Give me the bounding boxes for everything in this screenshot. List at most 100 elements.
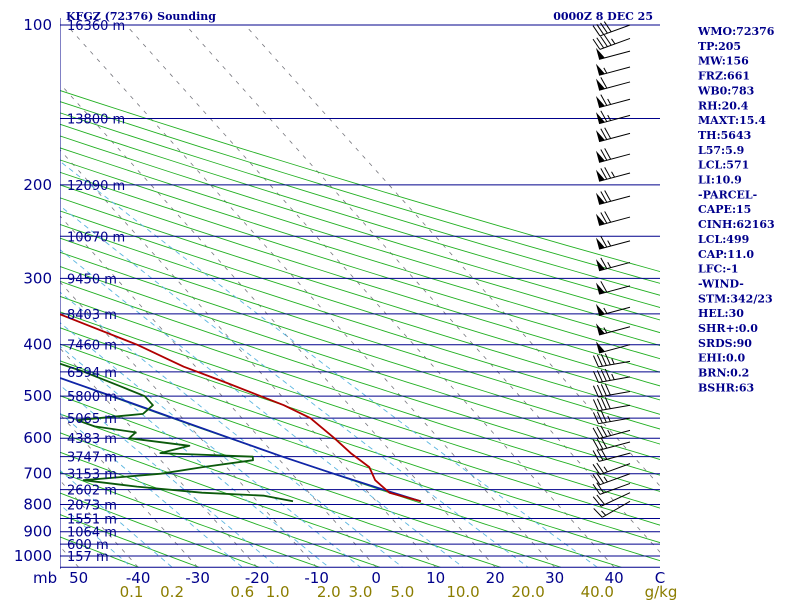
index-line: LCL:571 [698, 159, 749, 172]
wind-barb [592, 482, 631, 495]
index-line: -WIND- [698, 277, 744, 290]
wind-barb-full [604, 148, 612, 160]
height-label: 1064 m [67, 526, 117, 541]
wind-barb-staff [599, 473, 631, 486]
wind-barb-full [600, 397, 607, 410]
wind-barb-staff [598, 153, 631, 163]
temperature-tick-label: 10 [426, 569, 445, 587]
wind-barb-full [596, 472, 605, 484]
wind-barb [593, 500, 631, 518]
temperature-tick-label: -40 [126, 569, 151, 587]
wind-barb-full [596, 354, 603, 367]
wind-barb-full [596, 411, 603, 424]
mixing-ratio-label: 0.6 [230, 583, 254, 600]
wind-barb [592, 472, 631, 486]
isotherm-line [60, 83, 496, 568]
dry-adiabat-line [60, 311, 660, 509]
pressure-tick-label: 700 [23, 465, 52, 483]
wind-barb-staff [599, 463, 631, 476]
wind-barb-flag [595, 130, 605, 142]
height-label: 600 m [67, 538, 109, 553]
wind-barb-flag [595, 150, 605, 163]
wind-barb-staff [598, 195, 631, 205]
index-line: TP:205 [698, 40, 741, 53]
mixing-ratio-label: 5.0 [390, 583, 414, 600]
mixing-ratio-label: 20.0 [511, 583, 544, 600]
wind-barb-flag [595, 341, 605, 353]
index-line: -PARCEL- [698, 188, 757, 201]
mixing-ratio-label: 40.0 [581, 583, 614, 600]
wind-barb [595, 281, 631, 295]
wind-barb-flag [595, 169, 605, 182]
index-line: CINH:62163 [698, 218, 775, 231]
wind-barb-staff [598, 81, 631, 91]
temperature-tick-label: -30 [185, 569, 210, 587]
wind-barb [595, 127, 631, 143]
wind-barb-staff [600, 492, 631, 507]
dry-adiabat-line [60, 197, 660, 387]
dry-adiabat-line [60, 112, 660, 296]
wind-barb [595, 110, 631, 125]
wind-barb-staff [598, 429, 631, 440]
wind-barb-full [592, 38, 601, 50]
dry-adiabat-line [60, 451, 381, 568]
dry-adiabat-line [60, 135, 660, 321]
wind-barb-half [603, 67, 608, 74]
wind-barb-full [592, 474, 601, 485]
pressure-tick-label: 300 [23, 269, 52, 287]
isotherm-line [60, 215, 377, 568]
wind-barb-full [592, 496, 602, 507]
wind-barb [595, 257, 631, 272]
wind-barb-full [600, 369, 607, 382]
wind-barb-full [603, 21, 612, 33]
wind-barb-staff [598, 216, 631, 226]
index-line: MW:156 [698, 55, 749, 68]
wind-barb [592, 21, 631, 37]
wind-barb-flag [595, 303, 605, 316]
wind-barb-full [600, 437, 608, 449]
wind-barb-flag [595, 112, 605, 124]
dry-adiabat-line [60, 123, 660, 308]
wind-barb [595, 94, 631, 109]
wind-barb-full [600, 128, 608, 140]
wind-barb-flag [595, 213, 605, 226]
wind-barb-flag [595, 237, 605, 250]
dry-adiabat-line [60, 395, 562, 568]
wind-barb [595, 323, 631, 336]
wind-barb-full [604, 167, 612, 179]
height-label: 1551 m [67, 513, 117, 528]
wind-barb-full [600, 77, 608, 89]
temperature-tick-label: 30 [545, 569, 564, 587]
wind-barb-staff [598, 132, 631, 143]
wind-barb-half [611, 38, 616, 45]
wind-barb-staff [599, 482, 631, 495]
wind-barb [595, 167, 631, 182]
height-label: 12090 m [67, 179, 125, 194]
mixing-ratio-label: 1.0 [266, 583, 290, 600]
wind-barb-full [600, 149, 608, 161]
wind-barb-staff [598, 360, 631, 368]
wind-barb-full [596, 494, 606, 505]
dry-adiabat-line [60, 432, 441, 568]
index-line: BSHR:63 [698, 381, 754, 394]
wind-barb-full [596, 482, 605, 494]
height-label: 3747 m [67, 451, 117, 466]
wind-barb-full [604, 397, 611, 409]
isotherm-line [244, 24, 660, 487]
wind-barb-staff [598, 285, 631, 295]
wind-barb-half [607, 98, 612, 105]
dry-adiabat-line [60, 171, 660, 360]
wind-barb [592, 410, 631, 425]
index-line: RH:20.4 [698, 99, 749, 112]
wind-barb-flag [595, 47, 605, 60]
wind-barb-flag [595, 323, 605, 335]
dry-adiabat-line [60, 514, 200, 568]
wind-barb-staff [598, 417, 631, 425]
temperature-trace [60, 313, 422, 503]
wind-barb-full [600, 212, 608, 224]
index-line: FRZ:661 [698, 70, 750, 83]
dry-adiabat-line [60, 251, 660, 445]
temperature-tick-label: 40 [605, 569, 624, 587]
mixing-ratio-label: 0.2 [160, 583, 184, 600]
wind-barb-staff [598, 98, 631, 109]
